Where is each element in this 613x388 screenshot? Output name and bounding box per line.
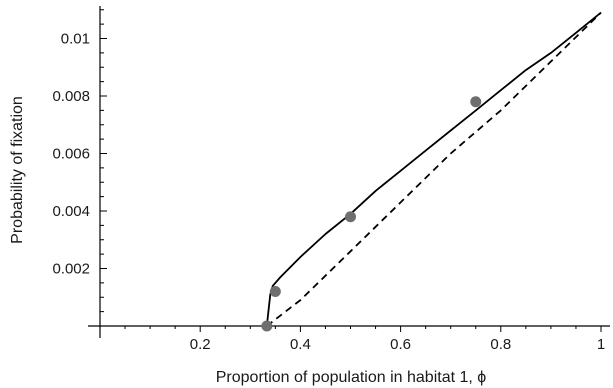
data-point <box>345 211 356 223</box>
plot-area <box>261 11 602 332</box>
y-axis-title: Probability of fixation <box>9 96 26 244</box>
x-tick-label: 0.2 <box>190 336 211 353</box>
axes: 0.2 0.4 0.6 0.8 1 0.002 0.004 0.006 0.008 0.01 <box>52 6 610 353</box>
y-tick-label: 0.004 <box>52 203 90 220</box>
x-tick-label: 1 <box>597 336 605 353</box>
data-point <box>269 286 281 297</box>
solid-series-line <box>265 11 602 327</box>
y-tick-label: 0.008 <box>52 88 90 105</box>
dashed-series-line <box>266 11 602 327</box>
data-point <box>261 320 273 332</box>
y-tick-label: 0.006 <box>52 146 90 163</box>
data-point <box>470 96 482 108</box>
x-tick-label: 0.8 <box>490 336 511 353</box>
x-tick-label: 0.4 <box>290 336 311 353</box>
x-tick-label: 0.6 <box>390 336 411 353</box>
y-tick-label: 0.002 <box>52 261 90 278</box>
x-axis-title: Proportion of population in habitat 1, ϕ <box>216 369 487 386</box>
y-tick-label: 0.01 <box>61 31 90 48</box>
